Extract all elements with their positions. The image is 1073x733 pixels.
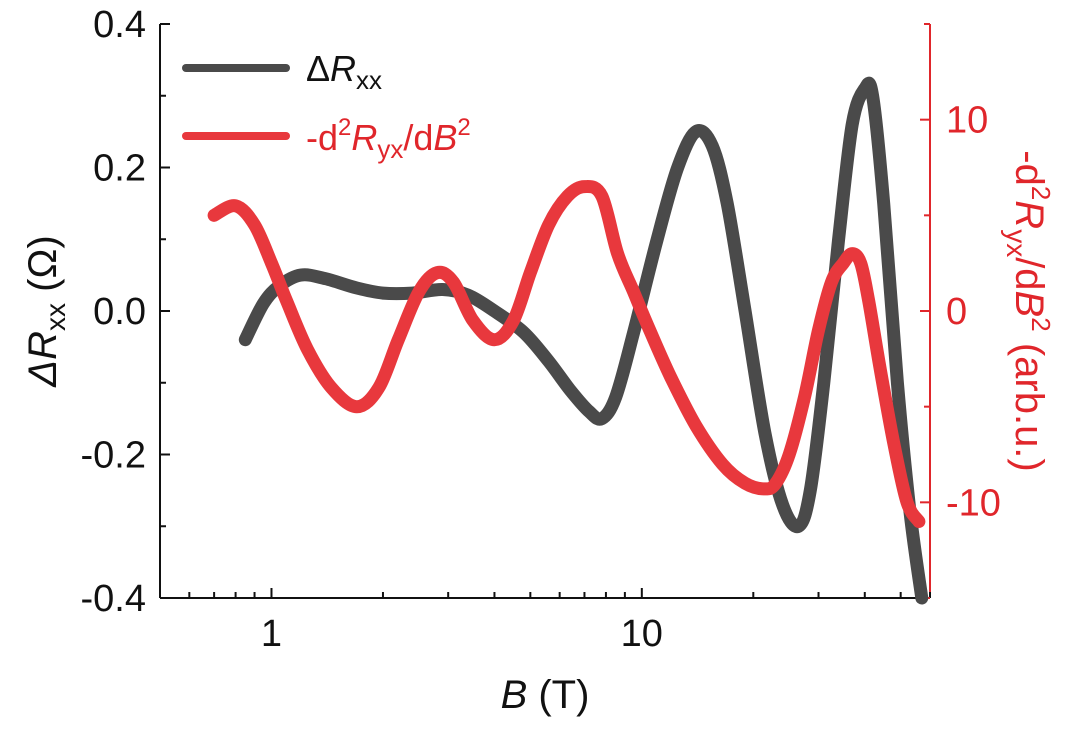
y-axis-right: 10 0 -10 [920, 23, 1001, 599]
series-line-dRxx [238, 76, 929, 605]
x-axis-label: B (T) [501, 673, 590, 717]
legend-label-dRxx: ΔRxx [306, 48, 382, 95]
y-right-tick-label: 0 [946, 291, 967, 333]
y-left-axis-label: ΔRxx (Ω) [21, 235, 71, 387]
y-axis-left: -0.4 -0.2 0.0 0.2 0.4 [81, 4, 170, 620]
y-left-tick-label: 0.0 [93, 291, 146, 333]
x-tick-label: 10 [621, 613, 663, 655]
x-tick-label: 1 [261, 613, 282, 655]
axis-labels: B (T) ΔRxx (Ω) -d2Ryx/dB2 (arb.u.) [21, 150, 1056, 717]
legend-label-d2Ryx: -d2Ryx/dB2 [306, 114, 471, 164]
y-left-tick-label: 0.2 [93, 148, 146, 190]
y-right-axis-label: -d2Ryx/dB2 (arb.u.) [1001, 150, 1056, 472]
x-axis: 1 10 [159, 588, 931, 655]
legend: ΔRxx -d2Ryx/dB2 [182, 48, 471, 164]
y-left-tick-label: -0.4 [81, 578, 146, 620]
series-layer [207, 76, 929, 605]
y-left-tick-label: 0.4 [93, 4, 146, 46]
series-line-d2Ryx [207, 180, 926, 528]
plot-frame [159, 24, 931, 599]
y-left-tick-label: -0.2 [81, 435, 146, 477]
y-right-tick-label: 10 [946, 100, 988, 142]
y-right-tick-label: -10 [946, 482, 1001, 524]
